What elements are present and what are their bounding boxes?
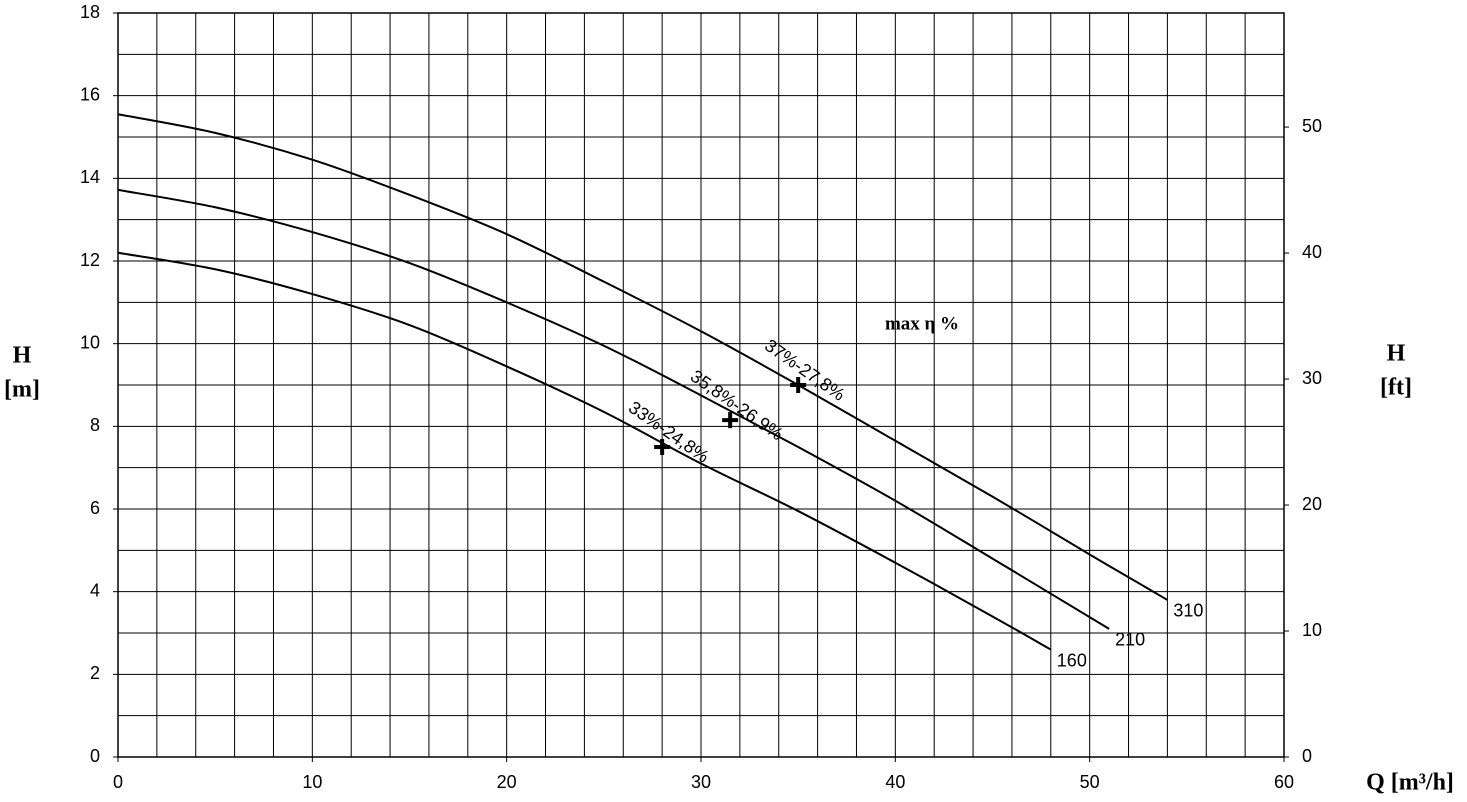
y-tick-label: 16: [80, 84, 100, 104]
y-tick-label: 10: [80, 332, 100, 352]
max-eta-label: 35,8%-26,9%: [687, 366, 787, 444]
y2-axis-label: H: [1387, 341, 1406, 367]
curve: [117, 113, 1168, 601]
y2-axis-label: [ft]: [1380, 375, 1412, 401]
curve-label: 160: [1057, 650, 1087, 670]
y-tick-label: 6: [90, 498, 100, 518]
x-tick-label: 10: [302, 772, 322, 792]
max-eta-label: 37%-27,8%: [761, 335, 849, 405]
y-tick-label: 14: [80, 167, 100, 187]
y-tick-label: 4: [90, 580, 100, 600]
x-tick-label: 30: [691, 772, 711, 792]
curve: [117, 188, 1110, 630]
y2-tick-label: 40: [1302, 242, 1322, 262]
y-tick-label: 8: [90, 415, 100, 435]
annotation: max η %: [885, 313, 959, 334]
y-tick-label: 0: [90, 746, 100, 766]
y-tick-label: 18: [80, 2, 100, 22]
y-axis-label: [m]: [4, 377, 40, 403]
max-eta-marker: [654, 439, 671, 455]
y-tick-label: 2: [90, 663, 100, 683]
x-tick-label: 0: [113, 772, 123, 792]
x-tick-label: 60: [1274, 772, 1294, 792]
curve-label: 210: [1115, 630, 1145, 650]
x-axis-label: Q [m³/h]: [1366, 770, 1454, 796]
y-axis-label: H: [13, 343, 32, 369]
y2-tick-label: 10: [1302, 620, 1322, 640]
y2-tick-label: 30: [1302, 368, 1322, 388]
y2-tick-label: 50: [1302, 116, 1322, 136]
curve-label: 310: [1173, 601, 1203, 621]
curve: [117, 251, 1052, 651]
y-tick-label: 12: [80, 250, 100, 270]
max-eta-label: 33%-24,8%: [625, 397, 713, 467]
max-eta-marker: [722, 412, 739, 429]
y2-tick-label: 0: [1302, 746, 1312, 766]
max-eta-marker: [790, 377, 807, 393]
y2-tick-label: 20: [1302, 494, 1322, 514]
x-tick-label: 40: [885, 772, 905, 792]
x-tick-label: 20: [497, 772, 517, 792]
x-tick-label: 50: [1080, 772, 1100, 792]
